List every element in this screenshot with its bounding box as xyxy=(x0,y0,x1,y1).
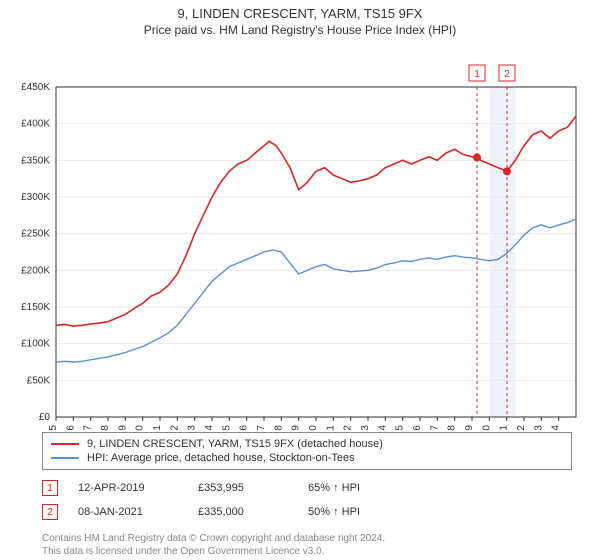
legend-row: 9, LINDEN CRESCENT, YARM, TS15 9FX (deta… xyxy=(51,437,563,451)
svg-text:£50K: £50K xyxy=(27,375,51,386)
svg-text:2015: 2015 xyxy=(395,425,406,431)
svg-text:£250K: £250K xyxy=(21,229,50,240)
svg-text:£300K: £300K xyxy=(21,192,50,203)
marker-badge-2: 2 xyxy=(42,504,58,520)
svg-text:2006: 2006 xyxy=(239,425,250,431)
svg-text:2: 2 xyxy=(504,69,510,80)
svg-text:£400K: £400K xyxy=(21,119,50,130)
transaction-row: 1 12-APR-2019 £353,995 65% ↑ HPI xyxy=(42,476,572,500)
svg-text:£350K: £350K xyxy=(21,155,50,166)
svg-text:2013: 2013 xyxy=(360,425,371,431)
svg-text:2012: 2012 xyxy=(343,425,354,431)
footer-line-1: Contains HM Land Registry data © Crown c… xyxy=(42,532,385,545)
svg-text:2021: 2021 xyxy=(499,425,510,431)
marker-badge-1: 1 xyxy=(42,480,58,496)
legend-swatch-2 xyxy=(51,457,79,459)
svg-text:2001: 2001 xyxy=(152,425,163,431)
svg-text:2010: 2010 xyxy=(308,425,319,431)
svg-text:1998: 1998 xyxy=(100,425,111,431)
legend-row: HPI: Average price, detached house, Stoc… xyxy=(51,451,563,465)
svg-text:2000: 2000 xyxy=(135,425,146,431)
svg-text:2023: 2023 xyxy=(533,425,544,431)
svg-text:1996: 1996 xyxy=(65,425,76,431)
svg-text:2005: 2005 xyxy=(221,425,232,431)
tx-pct: 50% ↑ HPI xyxy=(308,506,418,518)
legend-label-1: 9, LINDEN CRESCENT, YARM, TS15 9FX (deta… xyxy=(87,438,383,450)
legend-box: 9, LINDEN CRESCENT, YARM, TS15 9FX (deta… xyxy=(42,432,572,524)
svg-text:£450K: £450K xyxy=(21,82,50,93)
svg-text:£100K: £100K xyxy=(21,339,50,350)
tx-price: £335,000 xyxy=(198,506,288,518)
footer-line-2: This data is licensed under the Open Gov… xyxy=(42,545,385,558)
legend-label-2: HPI: Average price, detached house, Stoc… xyxy=(87,452,355,464)
tx-date: 12-APR-2019 xyxy=(78,482,178,494)
svg-text:2003: 2003 xyxy=(187,425,198,431)
svg-text:2020: 2020 xyxy=(481,425,492,431)
legend-series: 9, LINDEN CRESCENT, YARM, TS15 9FX (deta… xyxy=(42,432,572,470)
svg-text:1: 1 xyxy=(474,69,480,80)
tx-date: 08-JAN-2021 xyxy=(78,506,178,518)
legend-swatch-1 xyxy=(51,443,79,445)
svg-text:£0: £0 xyxy=(39,412,51,423)
svg-text:2018: 2018 xyxy=(447,425,458,431)
transaction-row: 2 08-JAN-2021 £335,000 50% ↑ HPI xyxy=(42,500,572,524)
svg-text:2022: 2022 xyxy=(516,425,527,431)
svg-text:1995: 1995 xyxy=(48,425,59,431)
tx-price: £353,995 xyxy=(198,482,288,494)
svg-text:£200K: £200K xyxy=(21,265,50,276)
svg-text:2011: 2011 xyxy=(325,425,336,431)
chart-title: 9, LINDEN CRESCENT, YARM, TS15 9FX xyxy=(0,0,600,21)
svg-text:2017: 2017 xyxy=(429,425,440,431)
tx-pct: 65% ↑ HPI xyxy=(308,482,418,494)
chart-subtitle: Price paid vs. HM Land Registry's House … xyxy=(0,21,600,41)
svg-text:1997: 1997 xyxy=(83,425,94,431)
svg-text:2014: 2014 xyxy=(377,425,388,431)
chart-container: 9, LINDEN CRESCENT, YARM, TS15 9FX Price… xyxy=(0,0,600,560)
price-chart: £0 £50K £100K £150K £200K £250K £300K £350K £400… xyxy=(0,41,600,431)
svg-text:2024: 2024 xyxy=(551,425,562,431)
svg-text:2004: 2004 xyxy=(204,425,215,431)
svg-text:£150K: £150K xyxy=(21,302,50,313)
footer: Contains HM Land Registry data © Crown c… xyxy=(42,532,385,558)
svg-text:2016: 2016 xyxy=(412,425,423,431)
svg-text:1999: 1999 xyxy=(117,425,128,431)
svg-text:2019: 2019 xyxy=(464,425,475,431)
svg-text:2007: 2007 xyxy=(256,425,267,431)
svg-text:2002: 2002 xyxy=(169,425,180,431)
svg-text:2008: 2008 xyxy=(273,425,284,431)
svg-text:2009: 2009 xyxy=(291,425,302,431)
